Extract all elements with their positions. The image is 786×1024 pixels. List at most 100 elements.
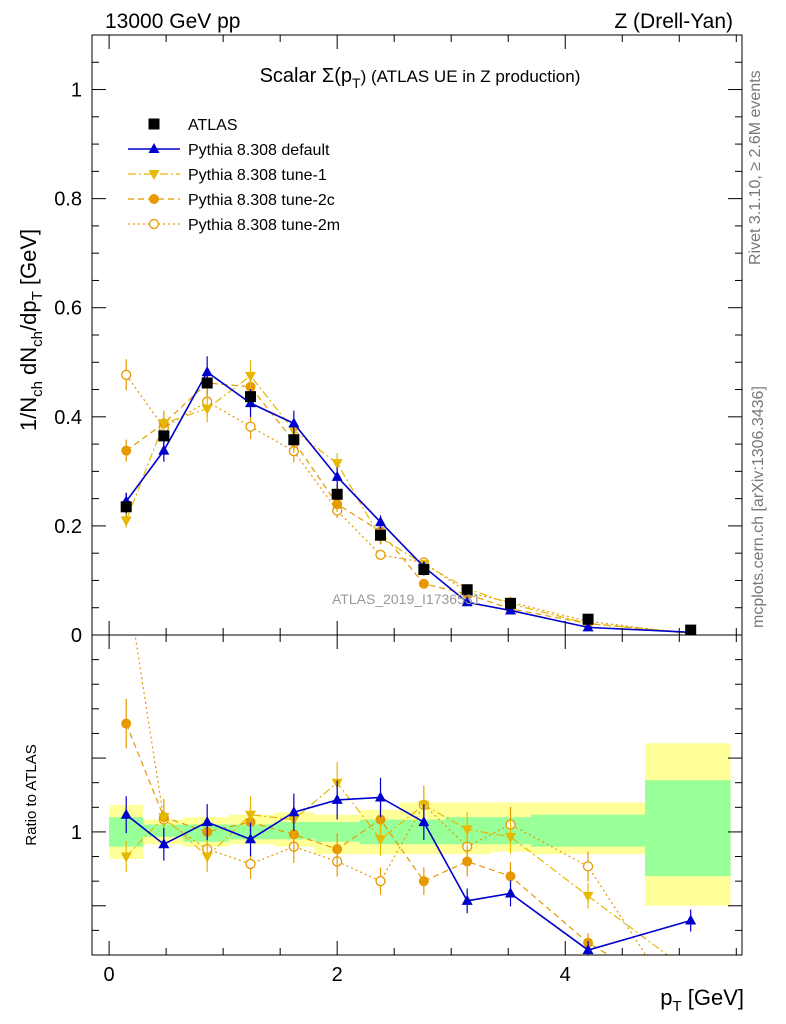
main-point-tune2m <box>375 549 386 560</box>
main-plot: 0 0.2 0.4 0.6 0.8 1 Scalar Σ(pT) (ATLAS UE in… <box>16 34 743 647</box>
ratio-point-default <box>582 944 594 955</box>
main-point-atlas <box>582 613 594 625</box>
legend-marker-tune2c <box>149 194 159 204</box>
main-ytick-label: 0.6 <box>54 298 82 320</box>
main-point-atlas <box>288 434 300 446</box>
legend-marker-atlas <box>148 118 160 130</box>
ratio-point-default <box>288 806 300 817</box>
main-ylabel: 1/Nch dNch/dpT [GeV] <box>16 229 46 431</box>
ratio-point-tune2m <box>245 858 256 870</box>
main-point-tune2m <box>121 369 132 380</box>
ratio-point-tune2c <box>121 718 132 729</box>
main-ytick-label: 0 <box>71 625 82 647</box>
legend-label-tune2m: Pythia 8.308 tune-2m <box>188 217 340 234</box>
main-ytick-label: 1 <box>71 80 82 102</box>
main-point-atlas <box>331 488 343 500</box>
ratio-point-tune2c <box>332 844 343 855</box>
ratio-point-default <box>331 793 343 804</box>
main-line-tune2c <box>125 382 691 634</box>
ratio-point-tune1 <box>582 891 594 902</box>
ratio-xtick-label: 0 <box>104 964 115 986</box>
ratio-point-default <box>245 833 257 844</box>
ratio-plot: 1 0 2 4 Ratio to ATLAS pT [GeV] <box>23 634 744 1024</box>
main-point-atlas <box>158 430 170 442</box>
main-point-atlas <box>201 377 213 389</box>
ratio-line-tune2m <box>134 635 647 955</box>
main-point-tune2c <box>121 445 132 456</box>
main-point-tune1 <box>245 371 257 382</box>
ratio-line-default <box>125 796 691 951</box>
ratio-point-default <box>158 838 170 849</box>
ratio-ytick-label: 1 <box>71 822 82 844</box>
ratio-xtick-label: 4 <box>560 964 571 986</box>
ratio-point-default <box>120 808 132 819</box>
main-point-default <box>158 444 170 455</box>
ratio-band-stat <box>531 814 646 847</box>
header-right: Z (Drell-Yan) <box>614 10 733 33</box>
main-point-atlas <box>505 597 517 609</box>
ratio-series-tune2m <box>134 635 695 1024</box>
main-point-atlas <box>418 564 430 576</box>
ratio-plot-frame <box>91 634 743 956</box>
main-title: Scalar Σ(pT) (ATLAS UE in Z production) <box>260 65 581 91</box>
ratio-point-tune1 <box>120 852 132 863</box>
ratio-xtick-label: 2 <box>332 964 343 986</box>
ratio-point-default <box>375 791 387 802</box>
ratio-point-default <box>461 894 473 905</box>
ratio-series-default <box>120 777 697 955</box>
legend-label-atlas: ATLAS <box>188 117 238 134</box>
main-point-tune2m <box>245 421 256 432</box>
ratio-series-tune1 <box>120 762 696 978</box>
legend-marker-default <box>148 143 160 153</box>
ratio-point-tune2m <box>686 1019 695 1024</box>
main-point-default <box>375 516 387 527</box>
legend-marker-tune2m <box>148 218 160 230</box>
main-point-default <box>245 397 257 408</box>
ratio-point-tune2m <box>582 861 594 872</box>
ratio-xlabel: pT [GeV] <box>660 985 744 1015</box>
ratio-point-tune2c <box>418 876 429 887</box>
ratio-point-default <box>505 887 517 898</box>
main-ytick-label: 0.8 <box>54 189 82 211</box>
ratio-point-tune1 <box>375 835 387 846</box>
ratio-point-tune1 <box>461 825 473 836</box>
ratio-point-tune1 <box>201 852 213 863</box>
main-ytick-label: 0.2 <box>54 516 82 538</box>
main-title-tail: ) (ATLAS UE in Z production) <box>361 67 581 86</box>
legend: ATLAS Pythia 8.308 default Pythia 8.308 tu… <box>128 117 340 234</box>
main-title-sub: T <box>352 75 361 91</box>
main-ytick-label: 0.4 <box>54 407 82 429</box>
ratio-point-tune1 <box>245 810 257 821</box>
legend-label-default: Pythia 8.308 default <box>188 142 330 159</box>
ratio-point-default <box>201 816 213 827</box>
ratio-point-tune1 <box>685 968 696 978</box>
ratio-point-tune2m <box>375 876 386 887</box>
main-point-tune2c <box>332 499 343 510</box>
main-point-atlas <box>245 391 257 403</box>
side-note-top: Rivet 3.1.10, ≥ 2.6M events <box>747 70 764 265</box>
ratio-ylabel: Ratio to ATLAS <box>23 744 40 845</box>
main-point-tune1 <box>158 419 170 430</box>
main-point-default <box>582 621 594 632</box>
ratio-point-tune2c <box>505 871 516 882</box>
main-line-default <box>125 370 691 634</box>
main-point-tune1 <box>120 516 132 527</box>
ratio-point-tune1 <box>505 832 517 843</box>
main-point-tune2c <box>418 578 429 589</box>
main-point-default <box>461 596 473 607</box>
main-point-atlas <box>375 529 387 541</box>
main-point-tune1 <box>331 459 343 470</box>
main-title-main: Scalar Σ(p <box>260 65 352 87</box>
main-point-default <box>201 366 213 377</box>
main-line-tune2m <box>125 374 691 635</box>
main-point-default <box>505 604 517 615</box>
legend-label-tune1: Pythia 8.308 tune-1 <box>188 167 327 184</box>
main-point-default <box>288 417 300 428</box>
main-point-atlas <box>461 584 473 596</box>
main-point-tune1 <box>201 404 213 415</box>
main-point-default <box>331 470 343 481</box>
legend-label-tune2c: Pythia 8.308 tune-2c <box>188 192 335 209</box>
main-point-atlas <box>120 501 132 513</box>
ratio-band-stat <box>645 780 731 877</box>
